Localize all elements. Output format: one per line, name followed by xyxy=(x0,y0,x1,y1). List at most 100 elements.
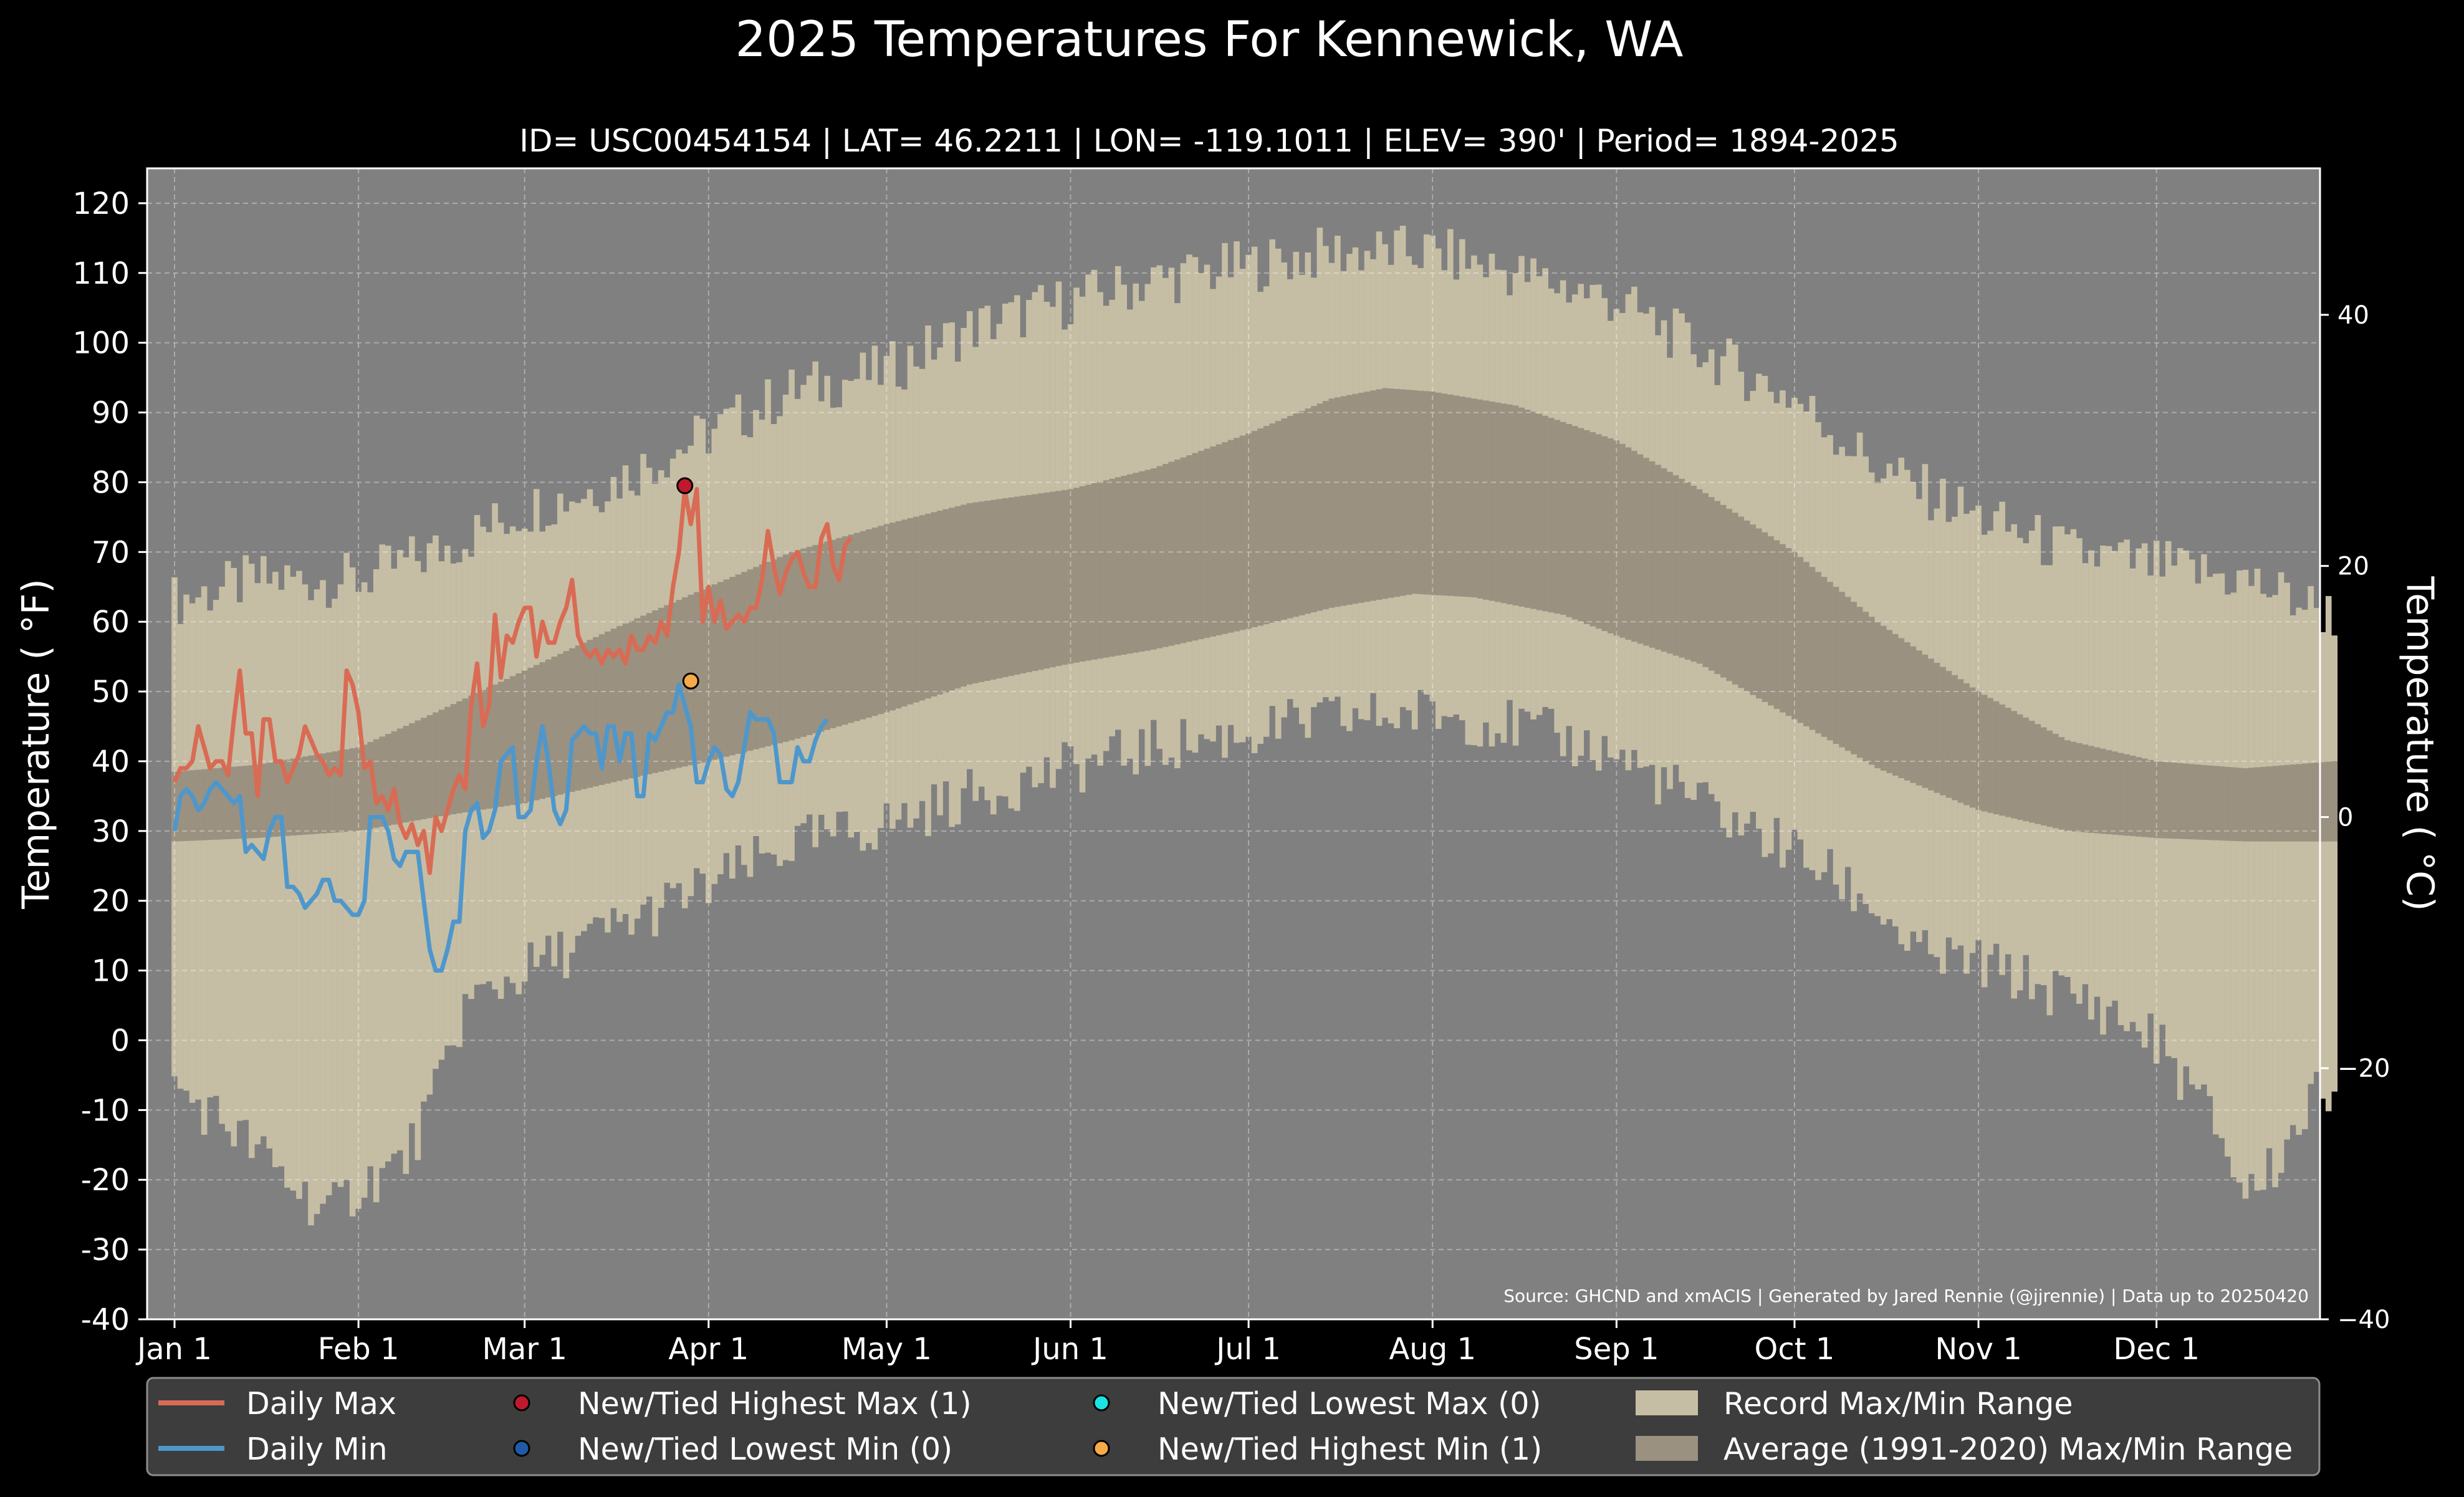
average-range-bar xyxy=(1441,393,1448,596)
average-range-bar xyxy=(1874,622,1881,769)
average-range-bar xyxy=(978,501,985,682)
average-range-bar xyxy=(741,572,747,753)
x-tick-label: Aug 1 xyxy=(1389,1332,1476,1367)
record-range-bar xyxy=(248,564,255,1158)
average-range-bar xyxy=(1346,395,1353,605)
record-range-bar xyxy=(308,600,314,1226)
average-range-bar xyxy=(1026,494,1032,673)
average-range-bar xyxy=(284,759,290,836)
average-range-bar xyxy=(1809,567,1816,730)
average-range-bar xyxy=(2136,757,2142,837)
average-range-bar xyxy=(1993,701,2000,814)
average-range-bar xyxy=(2106,750,2112,835)
average-range-bar xyxy=(391,731,398,825)
average-range-bar xyxy=(1495,402,1501,602)
record-range-bar xyxy=(2331,635,2338,1092)
average-range-bar xyxy=(1050,491,1056,668)
average-range-bar xyxy=(782,554,789,742)
average-range-bar xyxy=(1963,683,1970,806)
average-range-bar xyxy=(1643,458,1649,646)
average-range-bar xyxy=(2189,764,2195,840)
average-range-bar xyxy=(777,557,783,744)
average-range-bar xyxy=(1055,491,1062,667)
average-range-bar xyxy=(515,673,522,804)
average-range-bar xyxy=(426,715,433,819)
average-range-bar xyxy=(462,698,469,813)
average-range-bar xyxy=(1340,396,1347,606)
average-range-bar xyxy=(1507,404,1513,605)
record-range-bar xyxy=(2242,569,2249,1199)
average-range-bar xyxy=(1833,587,1839,744)
average-range-bar xyxy=(1608,438,1614,633)
average-range-bar xyxy=(1406,390,1412,595)
average-range-bar xyxy=(171,771,178,842)
average-range-bar xyxy=(1500,403,1507,604)
average-range-bar xyxy=(1091,483,1098,660)
average-range-bar xyxy=(949,508,955,691)
y-tick-label-left: 120 xyxy=(72,186,130,221)
average-range-bar xyxy=(183,771,189,841)
average-range-bar xyxy=(2266,766,2273,842)
average-range-bar xyxy=(1323,401,1329,610)
record-markers xyxy=(676,477,699,690)
legend-box xyxy=(146,1377,2321,1476)
record-range-bar xyxy=(254,583,261,1145)
average-range-bar xyxy=(1133,473,1139,653)
average-range-bar xyxy=(931,512,937,697)
record-range-bar xyxy=(2213,574,2219,1135)
average-range-bars xyxy=(171,388,2338,842)
y-tick-label-left: -10 xyxy=(81,1093,130,1128)
average-range-bar xyxy=(2124,754,2130,836)
y-tick-label-left: 50 xyxy=(92,675,130,710)
average-range-bar xyxy=(789,552,795,741)
y-tick-label-right: 40 xyxy=(2337,301,2369,330)
average-range-bar xyxy=(1987,698,1993,813)
average-range-bar xyxy=(1637,454,1644,644)
average-range-bar xyxy=(1305,408,1311,614)
y-axis-right-label: Temperature ( °C) xyxy=(2398,576,2442,912)
record-range-bar xyxy=(195,597,201,1100)
average-range-bar xyxy=(2230,767,2237,841)
y-tick-label-left: 90 xyxy=(92,396,130,431)
record-range-bar xyxy=(426,543,433,1095)
record-range-bar xyxy=(2248,585,2255,1174)
average-range-bar xyxy=(1335,397,1341,607)
average-range-bar xyxy=(569,648,575,792)
average-range-bar xyxy=(2041,727,2047,826)
average-range-bar xyxy=(557,653,563,795)
average-range-bar xyxy=(711,584,718,760)
average-range-bar xyxy=(1732,513,1738,685)
record-range-bar xyxy=(2289,615,2296,1125)
average-range-bar xyxy=(1548,418,1555,613)
average-range-bar xyxy=(1328,398,1335,608)
record-range-bar xyxy=(183,594,189,1091)
average-range-bar xyxy=(474,693,481,811)
y-tick-label-left: 30 xyxy=(92,814,130,849)
average-range-bar xyxy=(1038,493,1044,670)
legend-label: Daily Max xyxy=(246,1386,396,1422)
average-range-bar xyxy=(2289,764,2296,842)
average-range-bar xyxy=(919,515,926,701)
average-range-bar xyxy=(990,499,997,680)
average-range-bar xyxy=(533,665,540,801)
y-tick-label-right: −40 xyxy=(2337,1306,2390,1334)
average-range-bar xyxy=(1364,392,1371,602)
average-range-bar xyxy=(2248,768,2255,842)
legend-items: Daily Max New/Tied Highest Max (1) New/Tie… xyxy=(158,1386,2293,1467)
x-tick-label: Nov 1 xyxy=(1935,1332,2021,1367)
record-range-bar xyxy=(219,586,225,1124)
legend-label: New/Tied Lowest Min (0) xyxy=(578,1432,952,1467)
average-range-bar xyxy=(1536,413,1543,610)
record-range-bar xyxy=(320,580,326,1204)
average-range-bar xyxy=(1459,397,1465,597)
average-range-bar xyxy=(1073,488,1080,663)
average-range-bar xyxy=(2028,721,2035,823)
average-range-bar xyxy=(2325,761,2332,842)
average-range-bar xyxy=(480,690,486,810)
average-range-bar xyxy=(2070,741,2077,832)
average-range-bar xyxy=(1222,442,1228,634)
average-range-bar xyxy=(1969,687,1976,808)
average-range-bar xyxy=(706,587,712,761)
average-range-bar xyxy=(1773,540,1780,710)
average-range-bar xyxy=(332,751,338,833)
